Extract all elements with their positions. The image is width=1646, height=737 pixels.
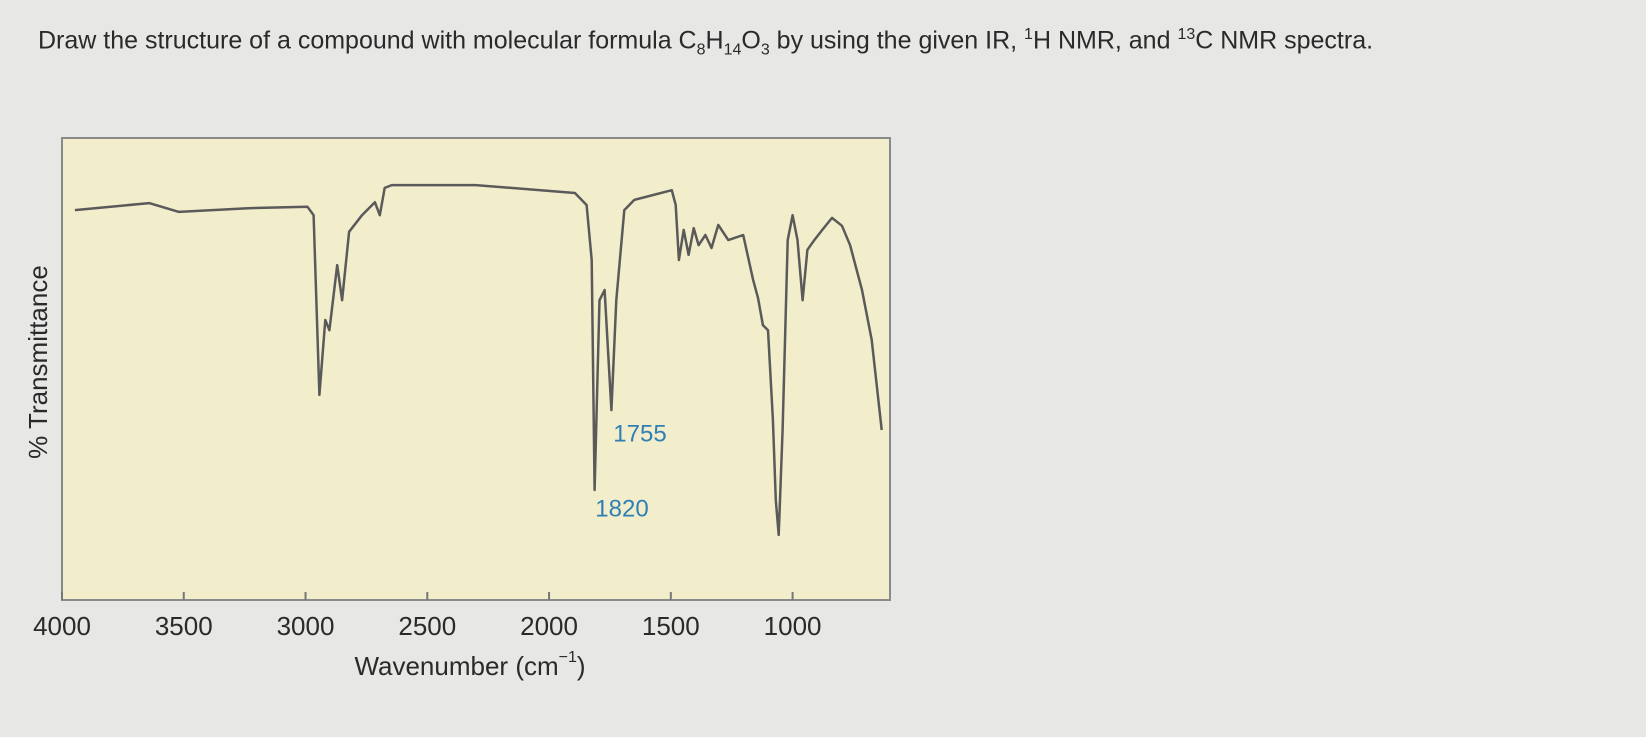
x-axis-label-sup: −1	[559, 649, 577, 666]
subscript: 3	[760, 41, 770, 59]
subscript: 8	[696, 41, 706, 59]
annotation: 1820	[595, 495, 648, 522]
question-text: O	[741, 26, 761, 55]
x-tick-label: 4000	[33, 611, 91, 641]
superscript: 1	[1024, 26, 1033, 43]
x-tick-label: 3500	[155, 611, 213, 641]
subscript: 14	[723, 41, 742, 59]
question-text: H NMR, and	[1032, 26, 1178, 55]
x-tick-label: 2000	[520, 611, 578, 641]
question-text: Draw the structure of a compound with mo…	[38, 26, 697, 55]
x-tick-label: 1000	[764, 611, 822, 641]
question-text: H	[705, 26, 724, 55]
x-axis-label: Wavenumber (cm−1)	[354, 649, 585, 681]
x-axis-label-text: )	[577, 651, 586, 681]
spectrum-line	[74, 183, 883, 537]
question-text: C NMR spectra.	[1195, 26, 1374, 55]
question-text: by using the given IR,	[769, 26, 1025, 55]
x-tick-label: 1500	[642, 611, 700, 641]
x-axis-label-text: Wavenumber (cm	[354, 651, 558, 681]
y-axis-label: % Transmittance	[23, 265, 53, 459]
plot-area	[61, 137, 891, 601]
superscript: 13	[1177, 26, 1196, 43]
question: Draw the structure of a compound with mo…	[38, 26, 1373, 59]
x-tick-label: 3000	[277, 611, 335, 641]
plot: 4000 3500 3000 2500 2000 1500 1000 1755 1820	[33, 137, 891, 641]
annotation: 1755	[613, 420, 666, 447]
x-tick-label: 2500	[398, 611, 456, 641]
